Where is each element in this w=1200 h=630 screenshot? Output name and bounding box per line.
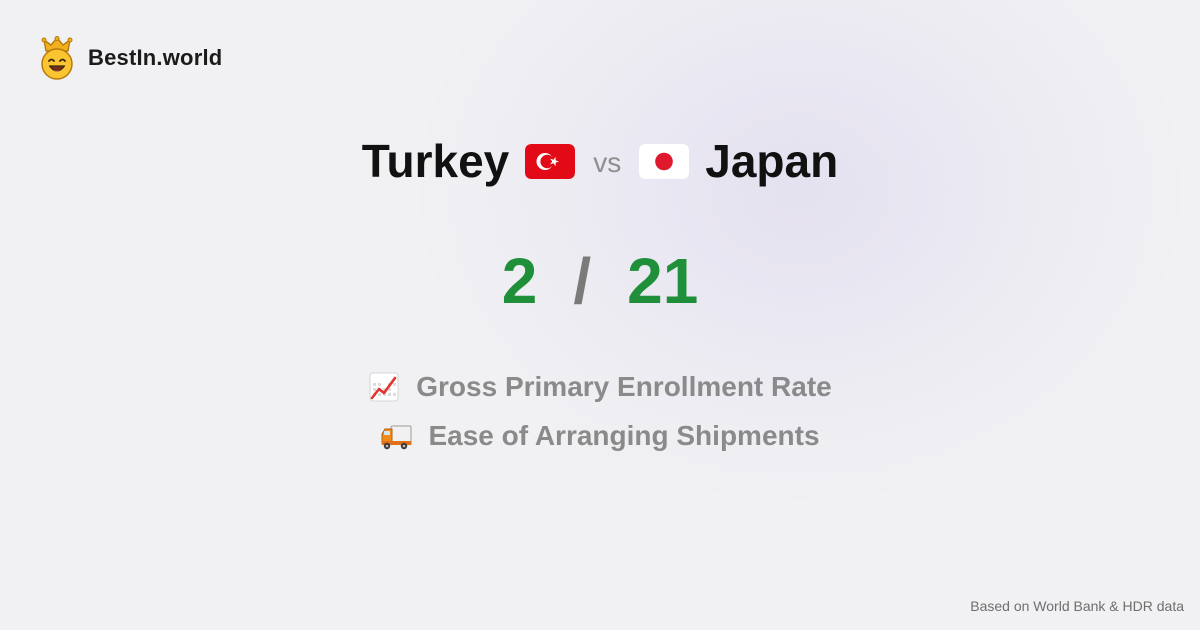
comparison-title: Turkey vs Japan [0,134,1200,188]
metric-label: Ease of Arranging Shipments [428,419,820,451]
data-source-note: Based on World Bank & HDR data [970,598,1184,614]
brand[interactable]: BestIn.world [38,36,222,80]
brand-name: BestIn.world [88,45,223,70]
vs-label: vs [593,147,622,178]
japan-flag-icon [639,143,690,179]
metric-label: Gross Primary Enrollment Rate [416,370,832,402]
left-country-name: Turkey [361,135,510,187]
right-score: 21 [627,245,699,317]
turkey-flag-icon [525,143,576,179]
chart-increasing-icon [369,372,399,401]
score: 2 / 21 [0,244,1200,318]
metric-item: Ease of Arranging Shipments [380,411,820,460]
delivery-truck-icon [381,425,412,449]
left-score: 2 [501,245,538,317]
right-country-name: Japan [705,135,839,187]
background-glow [420,0,1180,500]
smiling-crown-face-icon [41,36,73,80]
score-separator: / [573,245,592,317]
metrics-list: Gross Primary Enrollment Rate Ease of Ar… [0,362,1200,460]
metric-item: Gross Primary Enrollment Rate [368,362,832,411]
